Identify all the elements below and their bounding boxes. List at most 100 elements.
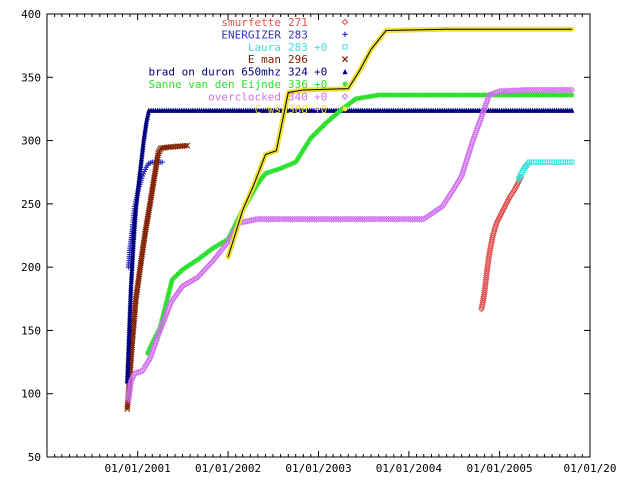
data-point: [391, 215, 399, 223]
data-point: [297, 215, 305, 223]
data-point: [267, 169, 273, 175]
legend-marker: [342, 44, 348, 50]
legend-series-name: ENERGIZER: [221, 28, 281, 41]
legend-series-delta: +0: [314, 41, 327, 54]
data-point: [429, 209, 437, 217]
data-point: [274, 215, 281, 223]
x-tick-label: 01/01/2005: [466, 462, 532, 475]
data-point: [172, 291, 180, 299]
data-point: [378, 215, 386, 223]
data-point: [358, 215, 366, 223]
data-point: [287, 215, 294, 223]
legend-series-value: 336: [288, 78, 308, 91]
data-point: [530, 86, 538, 94]
data-point: [557, 86, 565, 94]
data-point: [433, 206, 441, 214]
data-point: [352, 215, 360, 223]
data-point: [261, 215, 268, 223]
data-point: [206, 260, 214, 268]
series-0: [478, 173, 525, 313]
data-point: [564, 86, 571, 94]
data-point: [273, 167, 279, 173]
data-point: [552, 86, 560, 94]
data-point: [356, 215, 364, 223]
series-6: [125, 86, 576, 404]
data-point: [212, 244, 218, 250]
data-point: [216, 248, 224, 256]
data-point: [569, 107, 575, 113]
data-point: [148, 342, 154, 348]
data-point: [224, 238, 232, 246]
data-point: [145, 348, 152, 354]
data-point: [426, 211, 433, 219]
data-point: [422, 214, 429, 222]
data-point: [295, 215, 303, 223]
data-point: [526, 86, 533, 94]
data-point: [337, 215, 344, 223]
data-point: [186, 278, 194, 286]
data-point: [532, 86, 540, 94]
legend-series-value: 340: [288, 90, 308, 103]
data-point: [290, 160, 297, 166]
data-point: [146, 346, 153, 352]
legend-series-name: overclocked: [208, 90, 281, 103]
legend-series-name: C ws: [255, 103, 282, 116]
data-point: [205, 262, 212, 270]
legend-marker: [342, 69, 348, 75]
data-point: [361, 215, 368, 223]
data-point: [284, 163, 290, 169]
data-point: [219, 245, 226, 253]
data-point: [385, 215, 392, 223]
data-point: [179, 282, 186, 290]
data-point: [524, 162, 530, 168]
data-point: [221, 238, 227, 245]
data-point: [394, 215, 401, 223]
legend: smurfette 271 ENERGIZER 283 Laura 283 +0 E man 2…: [149, 16, 349, 116]
legend-series-name: brad on duron 650mhz: [149, 66, 281, 79]
data-point: [534, 86, 542, 94]
data-point: [256, 215, 264, 223]
data-point: [341, 215, 349, 223]
data-point: [225, 236, 233, 244]
data-point: [521, 165, 527, 172]
data-point: [216, 242, 222, 248]
data-point: [411, 215, 419, 223]
data-point: [212, 254, 220, 261]
legend-series-name: E man: [248, 53, 281, 66]
data-point: [334, 215, 342, 223]
data-point: [167, 299, 175, 306]
data-point: [555, 86, 562, 94]
data-point: [348, 215, 355, 223]
data-point: [262, 170, 269, 177]
legend-series-delta: +0: [314, 78, 327, 91]
series-5: [144, 92, 575, 356]
y-tick-label: 200: [21, 261, 41, 274]
data-point: [197, 270, 205, 278]
data-point: [213, 252, 221, 259]
data-point: [280, 215, 288, 223]
data-point: [398, 215, 406, 223]
data-point: [319, 215, 327, 223]
data-point: [561, 86, 569, 94]
data-point: [569, 92, 575, 98]
data-point: [280, 164, 286, 171]
data-point: [308, 215, 316, 223]
series-line: [227, 28, 572, 258]
y-axis-ticks: 50 100 150 200 250 300 350 400: [21, 8, 590, 464]
data-point: [431, 208, 439, 215]
data-point: [210, 245, 216, 251]
data-point: [559, 86, 567, 94]
data-point: [350, 215, 357, 223]
data-point: [282, 164, 288, 170]
data-point: [147, 344, 153, 350]
data-point: [181, 281, 188, 289]
data-point: [192, 275, 200, 282]
legend-marker: [341, 18, 349, 26]
data-point: [222, 241, 229, 249]
legend-series-delta: +0: [314, 66, 327, 79]
data-point: [389, 215, 397, 223]
legend-series-value: 388: [288, 103, 308, 116]
x-tick-label: 01/01/2004: [376, 462, 443, 475]
legend-marker: [341, 56, 349, 63]
